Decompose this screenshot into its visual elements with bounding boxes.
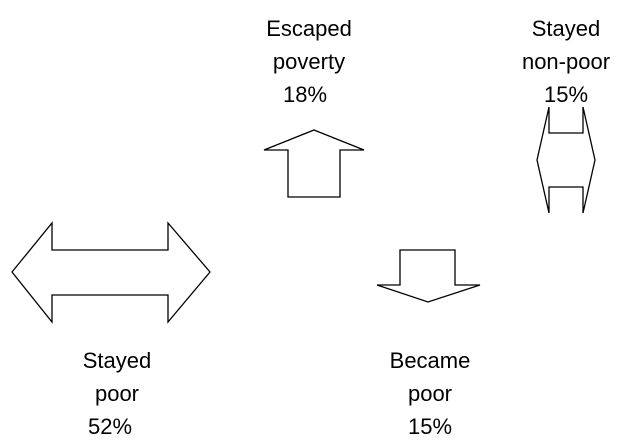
label-line: poor bbox=[408, 381, 452, 406]
label-line: non-poor bbox=[522, 49, 610, 74]
label-line: Became bbox=[390, 348, 471, 373]
label-line: Stayed bbox=[532, 16, 601, 41]
percent-label: 15% bbox=[544, 82, 588, 107]
label-line: poverty bbox=[273, 49, 345, 74]
down-arrow bbox=[376, 249, 481, 303]
up-arrow bbox=[263, 129, 365, 198]
label-line: poor bbox=[95, 381, 139, 406]
label-line: Escaped bbox=[266, 16, 352, 41]
percent-label: 18% bbox=[283, 82, 327, 107]
label-line: Stayed bbox=[83, 348, 152, 373]
up-down-arrow bbox=[536, 106, 596, 214]
left-right-arrow bbox=[11, 221, 211, 324]
percent-label: 52% bbox=[88, 414, 132, 439]
percent-label: 15% bbox=[408, 414, 452, 439]
